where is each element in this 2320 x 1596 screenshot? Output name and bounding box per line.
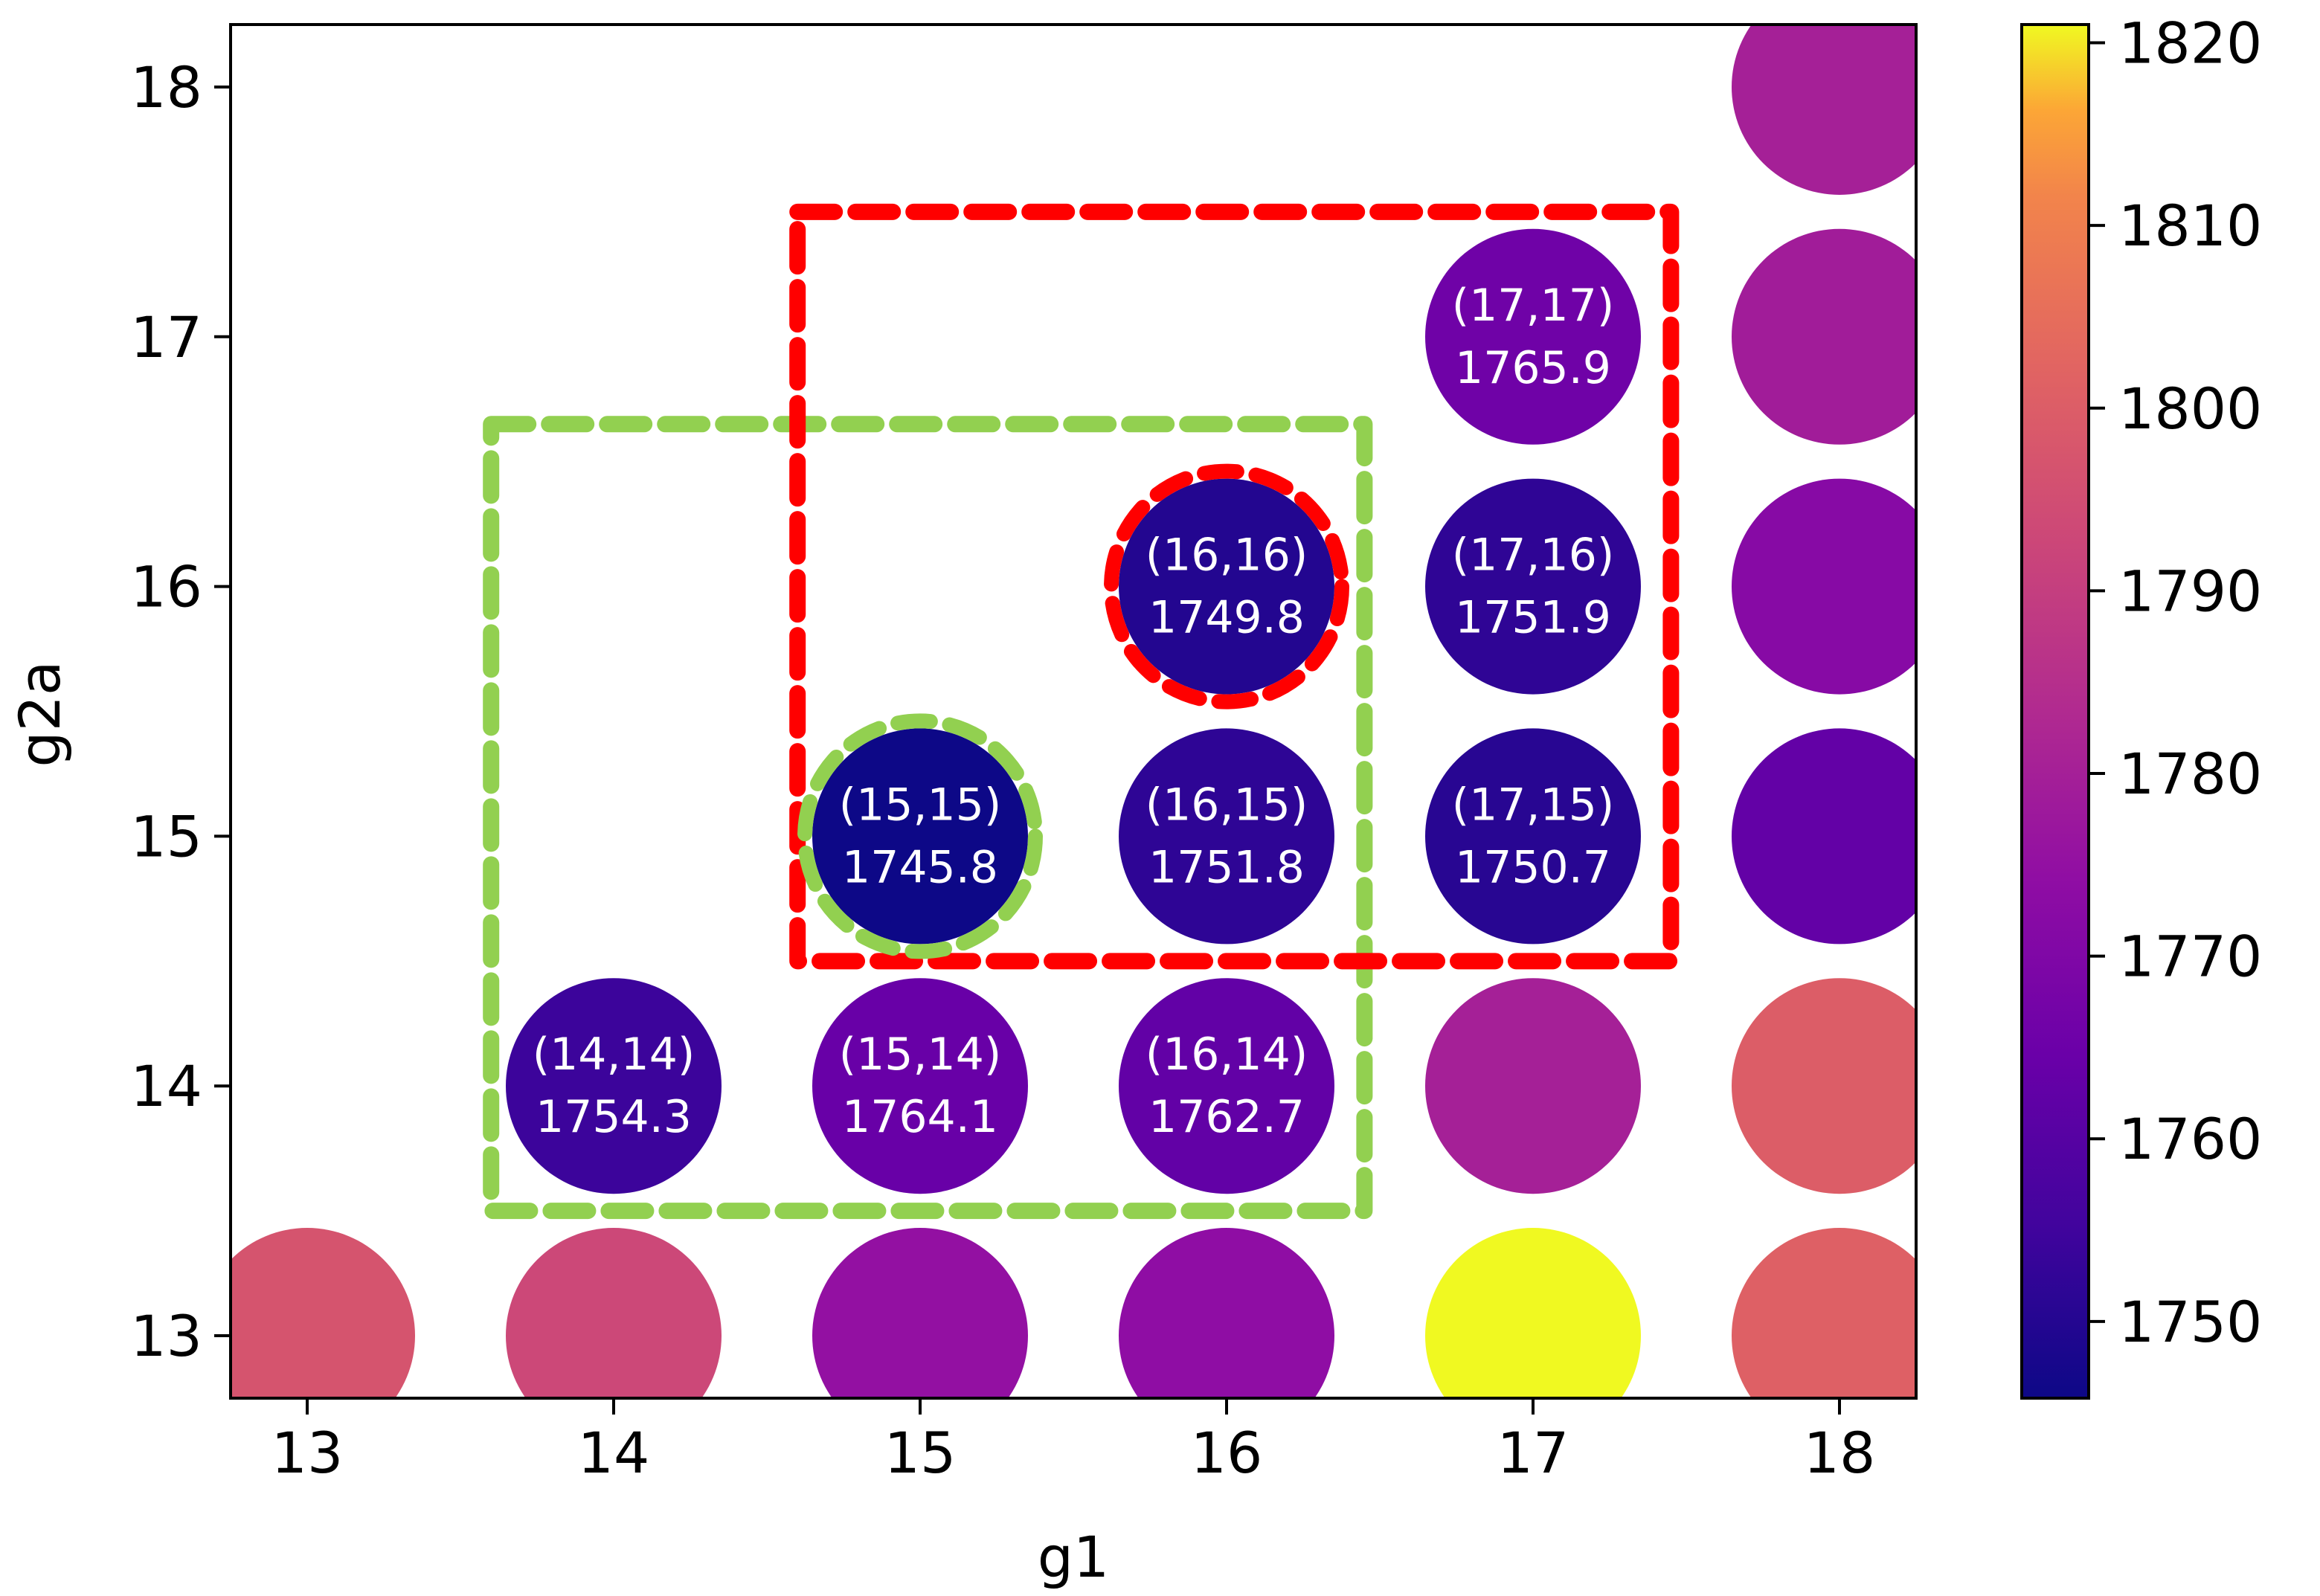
point-value-label: 1764.1 <box>842 1091 998 1143</box>
point-coordinate-label: (15,14) <box>839 1029 1002 1081</box>
point-coordinate-label: (16,16) <box>1145 530 1308 582</box>
colorbar-tick-label: 1790 <box>2118 558 2262 624</box>
scatter-point <box>1425 978 1641 1194</box>
point-coordinate-label: (15,15) <box>839 779 1002 831</box>
point-coordinate-label: (14,14) <box>533 1029 695 1081</box>
scatter-point <box>231 1228 415 1398</box>
point-value-label: 1749.8 <box>1148 592 1305 644</box>
scatter-point <box>1425 478 1641 695</box>
green-circle <box>797 713 1043 959</box>
scatter-point <box>1425 728 1641 945</box>
y-tick-label: 15 <box>130 803 202 869</box>
point-value-label: 1750.7 <box>1455 841 1611 893</box>
scatter-point <box>506 1228 722 1398</box>
point-coordinate-label: (16,15) <box>1145 779 1308 831</box>
x-tick-label: 15 <box>884 1420 957 1486</box>
colorbar-tick-label: 1760 <box>2118 1106 2262 1172</box>
point-value-label: 1762.7 <box>1148 1091 1305 1143</box>
colorbar-tick-label: 1770 <box>2118 924 2262 990</box>
colorbar-tick-label: 1780 <box>2118 741 2262 807</box>
y-axis-label: g2a <box>7 660 73 767</box>
scatter-point <box>506 978 722 1194</box>
x-axis-label: g1 <box>1038 1524 1110 1590</box>
scatter-point <box>1732 728 1916 945</box>
point-coordinate-label: (17,15) <box>1452 779 1615 831</box>
scatter-point <box>1119 478 1334 695</box>
scatter-point <box>812 1228 1028 1398</box>
axes: 13 14 15 16 17 18 13 14 15 16 17 18 <box>130 54 1875 1486</box>
point-coordinate-label: (17,16) <box>1452 530 1615 582</box>
x-tick-label: 14 <box>578 1420 650 1486</box>
point-coordinate-label: (17,17) <box>1452 280 1615 332</box>
point-value-label: 1751.9 <box>1455 592 1611 644</box>
point-coordinate-label: (16,14) <box>1145 1029 1308 1081</box>
y-tick-label: 18 <box>130 54 202 120</box>
colorbar: 1750 1760 1770 1780 1790 1800 1810 1820 <box>2020 10 2262 1400</box>
scatter-point <box>1732 478 1916 695</box>
scatter-point <box>1119 1228 1334 1398</box>
point-value-label: 1754.3 <box>536 1091 692 1143</box>
colorbar-tick-label: 1750 <box>2118 1289 2262 1355</box>
colorbar-tick-label: 1800 <box>2118 376 2262 442</box>
scatter-point <box>812 728 1028 945</box>
scatter-point <box>1732 25 1916 195</box>
colorbar-tick-label: 1820 <box>2118 10 2262 77</box>
point-value-label: 1751.8 <box>1148 841 1305 893</box>
x-tick-label: 13 <box>271 1420 344 1486</box>
y-tick-label: 17 <box>130 304 202 370</box>
scatter-point <box>1732 228 1916 445</box>
scatter-point <box>1732 1228 1916 1398</box>
point-value-label: 1745.8 <box>842 841 998 893</box>
colorbar-tick-label: 1810 <box>2118 193 2262 259</box>
scatter-point <box>1119 728 1334 945</box>
green-box <box>483 416 1373 1220</box>
plot-area: (14,14) 1754.3 (15,14) 1764.1 (16,14) 1762.7 (… <box>231 25 1916 1398</box>
scatter-point <box>1732 978 1916 1194</box>
scatter-point <box>1425 1228 1641 1398</box>
y-tick-label: 13 <box>130 1303 202 1369</box>
y-tick-label: 16 <box>130 554 202 620</box>
colorbar-gradient <box>2020 23 2090 1400</box>
x-tick-label: 17 <box>1497 1420 1569 1486</box>
x-tick-label: 18 <box>1804 1420 1876 1486</box>
red-box <box>789 203 1680 970</box>
plot-frame <box>229 23 1918 1400</box>
scatter-point <box>812 978 1028 1194</box>
scatter-point <box>1119 978 1334 1194</box>
point-value-label: 1765.9 <box>1455 342 1611 394</box>
x-tick-label: 16 <box>1191 1420 1263 1486</box>
y-tick-label: 14 <box>130 1053 202 1119</box>
red-circle <box>1104 463 1349 709</box>
scatter-point <box>1425 228 1641 445</box>
